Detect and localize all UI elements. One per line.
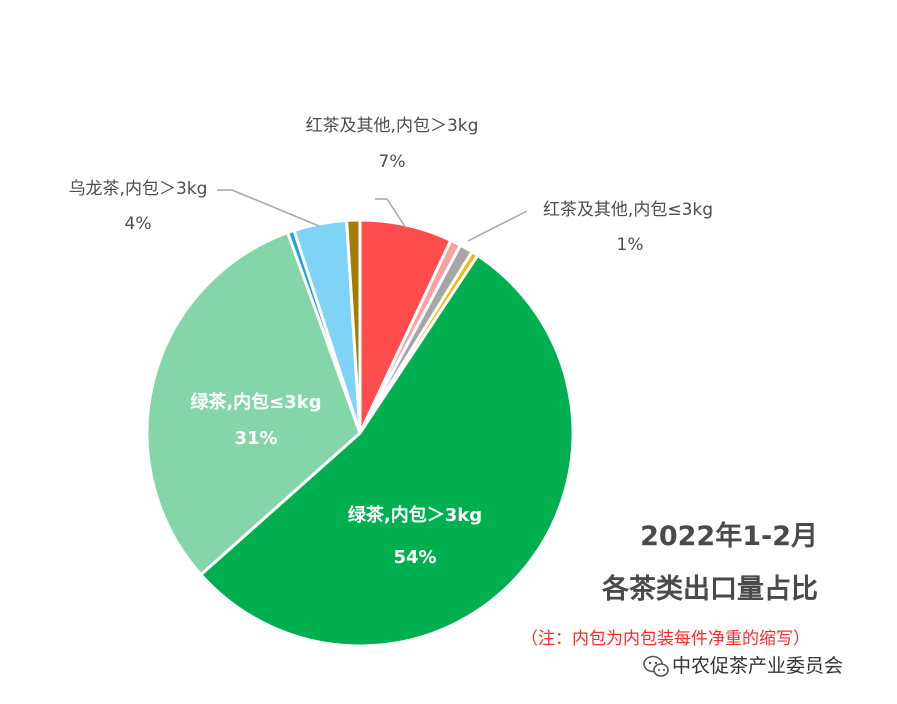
leader-line-black-other-gt3 xyxy=(375,198,407,229)
label-black-other-gt3-name: 红茶及其他,内包＞3kg xyxy=(306,116,479,136)
leader-line-black-other-le3 xyxy=(467,210,528,242)
label-green-le3-name: 绿茶,内包≤3kg xyxy=(190,391,321,413)
label-black-other-le3-value: 1% xyxy=(617,235,644,255)
leader-line-oolong-gt3 xyxy=(217,189,320,227)
label-black-other-le3-name: 红茶及其他,内包≤3kg xyxy=(543,200,713,220)
chart-note: （注：内包为内包装每件净重的缩写） xyxy=(521,629,810,649)
leader-lines xyxy=(217,189,528,242)
pie-slices xyxy=(145,218,575,648)
label-green-le3-value: 31% xyxy=(234,428,277,449)
wechat-icon xyxy=(643,655,669,677)
pie-slice-5 xyxy=(145,231,362,577)
pie-slice-8 xyxy=(345,218,362,435)
label-oolong-gt3-value: 4% xyxy=(125,214,152,234)
label-green-gt3-value: 54% xyxy=(393,547,436,568)
label-black-other-gt3-value: 7% xyxy=(379,152,406,172)
chart-title-line1: 2022年1-2月 xyxy=(640,520,818,552)
pie-slice-4 xyxy=(199,253,575,648)
label-green-gt3-name: 绿茶,内包＞3kg xyxy=(348,504,482,526)
chart-title-line2: 各茶类出口量占比 xyxy=(601,573,818,605)
watermark-text: 中农促茶产业委员会 xyxy=(672,655,843,677)
label-oolong-gt3-name: 乌龙茶,内包＞3kg xyxy=(69,179,208,199)
